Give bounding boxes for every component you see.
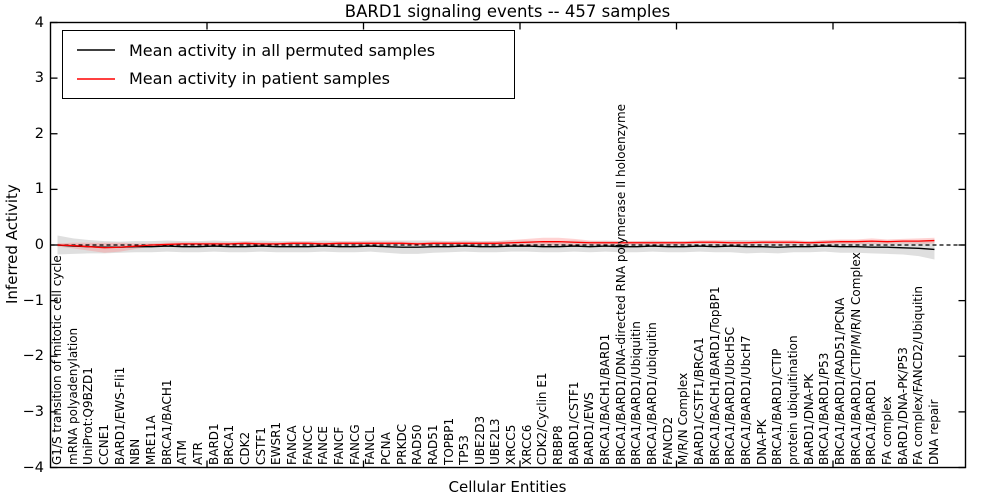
x-tick-label: M/R/N Complex (676, 372, 691, 465)
x-tick-label: BRCA1/BARD1/Ubiquitin (629, 321, 644, 465)
x-tick-label: CSTF1 (253, 427, 268, 465)
x-tick-label: BARD1/DNA-PK (801, 373, 816, 465)
legend-label-permuted: Mean activity in all permuted samples (129, 40, 436, 60)
x-tick-label: FA complex (879, 396, 894, 465)
x-tick-label: BARD1/EWS (582, 392, 597, 465)
y-tick-label: −3 (22, 403, 44, 420)
y-tick-label: 0 (34, 237, 44, 253)
x-tick-label: FANCC (300, 425, 315, 465)
x-tick-label: FANCA (284, 425, 299, 465)
x-tick-label: CDK2/Cyclin E1 (535, 372, 550, 465)
x-tick-label: BRCA1/BARD1/CTIP (770, 348, 785, 465)
chart-title: BARD1 signaling events -- 457 samples (344, 2, 671, 21)
x-tick-label: RBBP8 (551, 425, 566, 465)
x-tick-label: mRNA polyadenylation (65, 327, 80, 465)
x-tick-label: PCNA (378, 432, 393, 465)
y-axis-label: Inferred Activity (3, 184, 21, 304)
patient-mean-line (57, 239, 935, 249)
x-tick-label: PRKDC (394, 423, 409, 465)
x-tick-label: CDK2 (237, 431, 252, 465)
x-tick-label: BARD1/CSTF1 (566, 381, 581, 465)
x-tick-label: ATM (175, 440, 190, 465)
y-tick-label: 2 (34, 125, 44, 142)
patient-std-band (57, 237, 935, 253)
x-tick-label: BRCA1/BARD1/P53 (817, 352, 832, 465)
x-tick-label: UBE2L3 (488, 418, 503, 465)
legend-entry-patient: Mean activity in patient samples (76, 69, 514, 88)
y-tick-label: −2 (22, 348, 44, 365)
permuted-std-band (57, 235, 935, 260)
y-tick-label: −1 (22, 292, 44, 309)
x-tick-label: protein ubiquitination (786, 335, 801, 465)
legend: Mean activity in all permuted samples Me… (62, 30, 515, 99)
x-tick-label: UniProt:Q9BZD1 (81, 367, 96, 465)
x-tick-label: EWSR1 (269, 421, 284, 465)
y-tick-label: 3 (34, 70, 44, 87)
x-tick-label: BRCA1/BACH1/BARD1/TopBP1 (707, 286, 722, 465)
x-tick-label: BRCA1/BARD1 (864, 379, 879, 465)
x-tick-label: BRCA1/BARD1/UbcH5C (723, 327, 738, 465)
x-tick-label: CCNE1 (96, 424, 111, 465)
x-axis-label: Cellular Entities (448, 478, 567, 496)
permuted-mean-line (57, 244, 935, 251)
x-tick-label: MRE11A (143, 415, 158, 465)
legend-line-sample-black (77, 49, 115, 51)
x-tick-label: FA complex/FANCD2/Ubiquitin (911, 286, 926, 465)
x-tick-label: BRCA1/BACH1 (159, 379, 174, 465)
x-tick-label: RAD50 (410, 424, 425, 465)
x-tick-label: BRCA1/BARD1/CTIP/M/R/N Complex (848, 252, 863, 465)
x-tick-label: FANCE (316, 426, 331, 465)
x-tick-label: G1/S transition of mitotic cell cycle (50, 255, 64, 465)
x-tick-label: DNA-PK (754, 419, 769, 465)
x-tick-label: BRCA1/BARD1/ubiquitin (645, 322, 660, 465)
legend-entry-permuted: Mean activity in all permuted samples (76, 41, 514, 60)
x-tick-label: BARD1 (206, 423, 221, 465)
x-tick-label: BRCA1/BACH1/BARD1 (598, 333, 613, 465)
x-tick-label: BRCA1/BARD1/DNA-directed RNA polymerase … (613, 103, 628, 465)
x-tick-label: FANCL (363, 426, 378, 465)
x-tick-label: BARD1/DNA-PK/P53 (895, 347, 910, 465)
x-tick-label: DNA repair (926, 399, 941, 465)
x-tick-label: RAD51 (425, 424, 440, 465)
x-tick-label: FANCG (347, 424, 362, 465)
x-tick-label: BRCA1/BARD1/UbcH7 (739, 335, 754, 465)
legend-line-sample-red (77, 78, 115, 80)
x-tick-label: BRCA1 (222, 424, 237, 465)
x-tick-label: FANCF (331, 426, 346, 465)
x-tick-label: FANCD2 (660, 416, 675, 465)
legend-label-patient: Mean activity in patient samples (129, 69, 390, 89)
x-tick-label: XRCC5 (504, 424, 519, 465)
x-tick-label: NBN (128, 438, 143, 465)
x-tick-label: BARD1/EWS-Fli1 (112, 366, 127, 465)
x-tick-label: BRCA1/BARD1/RAD51/PCNA (833, 297, 847, 465)
x-tick-label: TOPBP1 (441, 417, 456, 465)
x-tick-label: BARD1/CSTF1/BRCA1 (692, 337, 707, 465)
y-tick-label: 1 (34, 181, 44, 198)
y-tick-label: 4 (34, 14, 44, 31)
x-tick-label: TP53 (457, 435, 472, 465)
x-tick-label: XRCC6 (519, 424, 534, 465)
x-tick-label: UBE2D3 (472, 415, 487, 465)
x-tick-label: ATR (190, 442, 205, 465)
y-tick-label: −4 (22, 459, 44, 476)
